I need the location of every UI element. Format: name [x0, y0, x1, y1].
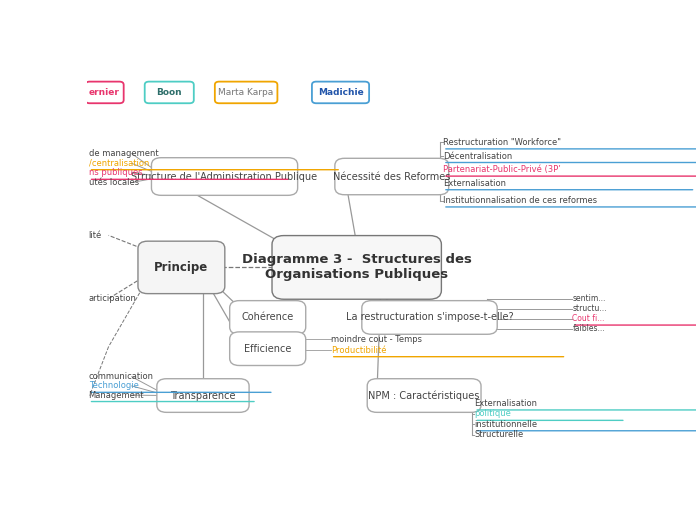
- Text: Marta Karpa: Marta Karpa: [219, 88, 274, 97]
- Text: Transparence: Transparence: [171, 391, 236, 400]
- Text: Institutionnalisation de ces reformes: Institutionnalisation de ces reformes: [443, 196, 597, 205]
- FancyBboxPatch shape: [272, 236, 441, 299]
- FancyBboxPatch shape: [362, 301, 497, 334]
- Text: Structure de l'Administration Publique: Structure de l'Administration Publique: [132, 172, 317, 181]
- Text: Diagramme 3 -  Structures des
Organisations Publiques: Diagramme 3 - Structures des Organisatio…: [242, 253, 472, 281]
- Text: Structurelle: Structurelle: [474, 430, 523, 439]
- FancyBboxPatch shape: [157, 379, 249, 412]
- Text: structu...: structu...: [572, 304, 607, 313]
- FancyBboxPatch shape: [152, 158, 298, 196]
- Text: Management: Management: [88, 391, 144, 400]
- Text: lité: lité: [88, 231, 102, 240]
- Text: articipation: articipation: [88, 294, 136, 303]
- Text: Boon: Boon: [157, 88, 182, 97]
- Text: Technologie: Technologie: [88, 382, 139, 391]
- Text: La restructuration s'impose-t-elle?: La restructuration s'impose-t-elle?: [346, 313, 514, 322]
- Text: de management: de management: [88, 149, 158, 158]
- Text: Externalisation: Externalisation: [474, 399, 537, 408]
- Text: Principe: Principe: [155, 261, 209, 274]
- Text: institutionnelle: institutionnelle: [474, 420, 537, 429]
- FancyBboxPatch shape: [86, 82, 124, 103]
- FancyBboxPatch shape: [145, 82, 193, 103]
- Text: Productibilité: Productibilité: [331, 346, 386, 355]
- FancyBboxPatch shape: [138, 241, 225, 294]
- Text: communication: communication: [88, 372, 154, 381]
- Text: Cout fi...: Cout fi...: [572, 314, 605, 323]
- FancyBboxPatch shape: [230, 301, 306, 334]
- Text: faibles...: faibles...: [572, 324, 605, 333]
- FancyBboxPatch shape: [335, 158, 449, 194]
- Text: Décentralisation: Décentralisation: [443, 152, 512, 161]
- Text: Cohérence: Cohérence: [242, 313, 294, 322]
- FancyBboxPatch shape: [312, 82, 369, 103]
- Text: /centralisation: /centralisation: [88, 159, 149, 168]
- Text: NPM : Caractéristiques: NPM : Caractéristiques: [368, 391, 480, 401]
- Text: ernier: ernier: [89, 88, 120, 97]
- Text: Externalisation: Externalisation: [443, 179, 506, 188]
- FancyBboxPatch shape: [230, 332, 306, 366]
- Text: ns publiques: ns publiques: [88, 168, 142, 177]
- Text: Partenariat-Public-Privé (3P’: Partenariat-Public-Privé (3P’: [443, 165, 561, 174]
- Text: utés locales: utés locales: [88, 178, 139, 187]
- Text: politique: politique: [474, 409, 511, 419]
- FancyBboxPatch shape: [367, 379, 481, 412]
- Text: sentim...: sentim...: [572, 294, 606, 303]
- Text: Efficience: Efficience: [244, 344, 292, 354]
- Text: Nécessité des Reformes: Nécessité des Reformes: [333, 172, 450, 181]
- FancyBboxPatch shape: [215, 82, 278, 103]
- Text: Restructuration "Workforce": Restructuration "Workforce": [443, 138, 561, 147]
- Text: Madichie: Madichie: [317, 88, 363, 97]
- Text: moindre cout - Temps: moindre cout - Temps: [331, 335, 422, 344]
